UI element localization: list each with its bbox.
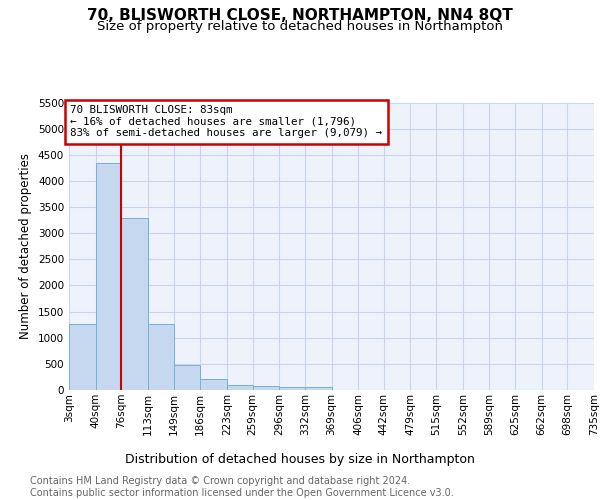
Text: Distribution of detached houses by size in Northampton: Distribution of detached houses by size … — [125, 452, 475, 466]
Bar — [279, 387, 305, 390]
Bar — [227, 385, 253, 390]
Text: 70, BLISWORTH CLOSE, NORTHAMPTON, NN4 8QT: 70, BLISWORTH CLOSE, NORTHAMPTON, NN4 8Q… — [87, 8, 513, 22]
Bar — [148, 324, 174, 390]
Text: 70 BLISWORTH CLOSE: 83sqm
← 16% of detached houses are smaller (1,796)
83% of se: 70 BLISWORTH CLOSE: 83sqm ← 16% of detac… — [70, 105, 382, 138]
Text: Contains HM Land Registry data © Crown copyright and database right 2024.
Contai: Contains HM Land Registry data © Crown c… — [30, 476, 454, 498]
Y-axis label: Number of detached properties: Number of detached properties — [19, 153, 32, 340]
Bar — [69, 324, 95, 390]
Bar — [95, 163, 121, 390]
Text: Size of property relative to detached houses in Northampton: Size of property relative to detached ho… — [97, 20, 503, 33]
Bar — [253, 386, 279, 390]
Bar — [305, 387, 331, 390]
Bar — [174, 365, 200, 390]
Bar — [200, 379, 227, 390]
Bar — [121, 218, 148, 390]
